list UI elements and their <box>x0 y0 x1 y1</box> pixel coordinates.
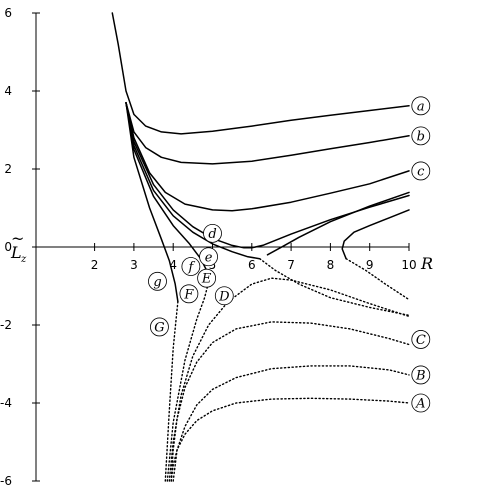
y-tick-label: 4 <box>4 84 12 98</box>
curve-label-text: a <box>417 99 425 114</box>
curve-label-text: g <box>153 275 161 290</box>
series-A-line <box>170 397 410 482</box>
curve-label-d: d <box>203 223 222 243</box>
series-c-line <box>125 101 410 212</box>
curve-label-circle <box>199 247 218 267</box>
y-axis-label-sub: z <box>20 254 27 265</box>
series-f-line <box>125 101 210 283</box>
curve-label-e: e <box>199 247 218 267</box>
y-tick-label: 0 <box>4 240 12 254</box>
curve-label-G: G <box>150 317 169 337</box>
curve-label-text: C <box>416 333 426 348</box>
curve-label-circle <box>411 96 431 116</box>
curve-label-circle <box>214 286 234 306</box>
series-a-line <box>111 12 410 135</box>
axes <box>35 13 409 481</box>
curve-label-text: F <box>183 287 194 302</box>
curve-label-text: e <box>205 250 213 265</box>
series-G_outer-line <box>345 258 410 301</box>
curve-label-C: C <box>411 330 431 349</box>
series-b-line <box>125 101 410 165</box>
y-tick-label: 6 <box>4 6 12 20</box>
curve-label-circle <box>411 393 431 413</box>
curve-label-b: b <box>411 126 431 146</box>
x-tick-label: 6 <box>248 258 256 272</box>
curve-label-text: b <box>417 129 425 144</box>
curve-label-f: f <box>181 257 201 276</box>
y-tick-label: -2 <box>0 318 12 332</box>
series-g_outer-line <box>341 209 410 260</box>
curve-label-text: c <box>417 164 425 179</box>
curve-label-circle <box>411 161 431 181</box>
curve-label-text: f <box>187 260 195 275</box>
curve-label-D: D <box>214 286 234 306</box>
curve-label-circle <box>411 126 431 146</box>
series-e_inner-line <box>125 101 261 260</box>
curve-label-text: A <box>415 397 425 412</box>
series-g-line <box>125 101 179 303</box>
curve-label-text: B <box>415 368 426 383</box>
curve-label-B: B <box>411 365 431 385</box>
curve-label-circle <box>179 284 199 304</box>
series-D-line <box>259 258 410 316</box>
curve-label-F: F <box>179 284 199 304</box>
x-tick-label: 4 <box>169 258 177 272</box>
x-tick-label: 3 <box>130 258 138 272</box>
curve-label-circle <box>148 271 167 291</box>
x-tick-label: 9 <box>366 258 374 272</box>
curve-label-text: G <box>154 320 164 335</box>
curve-label-a: a <box>411 96 431 116</box>
curve-label-A: A <box>411 393 431 413</box>
curve-label-c: c <box>411 161 431 181</box>
series-G-line <box>164 300 179 482</box>
series-F-line <box>166 281 210 482</box>
series-e_outer-line <box>266 191 410 256</box>
curve-label-g: g <box>148 271 167 291</box>
y-tick-label: -6 <box>0 474 12 488</box>
curves <box>111 12 410 482</box>
curve-label-text: d <box>208 227 216 242</box>
curve-label-circle <box>411 365 431 385</box>
curve-label-E: E <box>197 268 217 288</box>
curve-label-circle <box>411 330 431 349</box>
curve-label-circle <box>203 223 222 243</box>
curve-label-circle <box>181 257 201 276</box>
y-axis-label-accent: ~ <box>11 229 24 248</box>
curve-label-text: D <box>218 289 230 304</box>
curve-label-circle <box>150 317 169 337</box>
x-axis-label: R <box>420 254 433 273</box>
x-tick-label: 10 <box>401 258 416 272</box>
series-d-line <box>125 101 410 249</box>
curve-labels: ab c def g AB C DEF G <box>148 96 431 413</box>
series-C-line <box>170 321 410 482</box>
x-tick-label: 7 <box>287 258 295 272</box>
series-B-line <box>172 365 410 482</box>
y-axis-label-main: L <box>10 243 22 262</box>
curve-label-text: E <box>201 272 212 287</box>
y-axis-label: ~ L z <box>10 229 27 265</box>
x-tick-label: 8 <box>327 258 335 272</box>
y-tick-label: -4 <box>0 396 12 410</box>
y-tick-label: 2 <box>4 162 12 176</box>
curve-label-circle <box>197 268 217 288</box>
x-tick-label: 2 <box>91 258 99 272</box>
ticks: 23456789106420-2-4-6 <box>0 6 417 488</box>
